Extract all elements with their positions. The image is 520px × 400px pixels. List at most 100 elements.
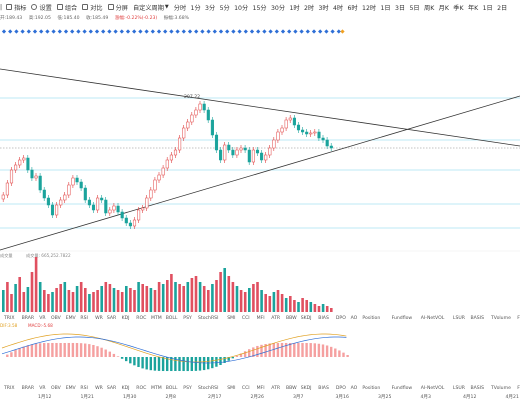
timeframe-tab[interactable]: 5日	[409, 4, 420, 12]
indicator-tab[interactable]: SKDJ	[301, 315, 312, 321]
indicator-tab[interactable]: Position	[362, 315, 380, 321]
event-marker[interactable]	[107, 29, 112, 34]
indicator-tab[interactable]: AO	[351, 315, 358, 321]
indicator-tab[interactable]: BBW	[286, 315, 297, 321]
indicator-tab[interactable]: Fundflow	[392, 315, 413, 321]
timeframe-tab[interactable]: 年K	[467, 4, 479, 12]
event-marker[interactable]	[45, 29, 50, 34]
indicator-tab[interactable]: StochRSI	[198, 315, 218, 321]
indicator-tab[interactable]: KDJ	[122, 385, 130, 391]
indicator-tab[interactable]: BIAS	[318, 315, 329, 321]
indicator-tab[interactable]: OBV	[51, 315, 62, 321]
timeframe-tab[interactable]: 1日	[482, 4, 493, 12]
event-marker[interactable]	[206, 29, 211, 34]
indicator-button[interactable]: 指标	[6, 3, 26, 12]
event-marker[interactable]	[132, 29, 137, 34]
event-marker[interactable]	[32, 29, 38, 34]
event-marker[interactable]	[318, 29, 323, 34]
event-marker[interactable]	[336, 29, 341, 34]
group-button[interactable]: 组合	[56, 3, 77, 12]
timeframe-tab[interactable]: 1分	[190, 4, 201, 12]
event-marker[interactable]	[20, 29, 25, 34]
compare-button[interactable]: 对比	[82, 3, 103, 12]
event-marker[interactable]	[125, 29, 131, 34]
indicator-tab[interactable]: ROC	[136, 385, 146, 391]
timeframe-tab[interactable]: 1日	[380, 4, 391, 12]
indicator-tab[interactable]: KDJ	[122, 315, 130, 321]
indicator-tab[interactable]: CCI	[242, 315, 250, 321]
indicator-tab[interactable]: PSY	[183, 385, 192, 391]
event-marker[interactable]	[76, 29, 81, 34]
indicator-tab[interactable]: EMV	[66, 315, 77, 321]
indicator-tab[interactable]: SKDJ	[301, 385, 312, 391]
timeframe-tab[interactable]: 3日	[394, 4, 406, 12]
event-marker[interactable]	[311, 29, 317, 34]
event-marker[interactable]	[119, 29, 124, 34]
trend-lines[interactable]	[0, 68, 520, 251]
timeframe-tab[interactable]: 季K	[453, 4, 464, 12]
indicator-tab[interactable]: BOLL	[166, 315, 178, 321]
event-marker[interactable]	[225, 29, 230, 34]
trend-line[interactable]	[0, 95, 520, 251]
event-marker[interactable]	[63, 29, 69, 34]
indicator-tab[interactable]: BOLL	[166, 385, 178, 391]
event-marker[interactable]	[163, 29, 168, 34]
indicator-tab[interactable]: FTBS	[517, 385, 520, 391]
event-marker[interactable]	[88, 29, 93, 34]
indicator-tab[interactable]: VR	[39, 315, 46, 321]
timeframe-tab[interactable]: 1时	[289, 4, 300, 12]
event-marker[interactable]	[144, 29, 149, 34]
timeframe-tab[interactable]: 30分	[270, 4, 286, 12]
event-marker[interactable]	[94, 29, 100, 34]
indicator-tab[interactable]: MFI	[257, 315, 265, 321]
timeframe-tab[interactable]: 15分	[252, 4, 267, 12]
event-marker[interactable]	[138, 29, 143, 34]
indicator-tab[interactable]: DPO	[336, 385, 346, 391]
timeframe-tab[interactable]: 2日	[497, 4, 508, 12]
indicator-tab[interactable]: BRAR	[22, 385, 35, 391]
indicator-tab[interactable]: OBV	[51, 385, 62, 391]
event-marker[interactable]	[51, 29, 56, 34]
event-marker[interactable]	[1, 29, 7, 34]
event-marker[interactable]	[82, 29, 87, 34]
event-marker[interactable]	[150, 29, 155, 34]
indicator-tab[interactable]: MTM	[151, 385, 162, 391]
indicator-tab[interactable]: Position	[362, 385, 380, 391]
event-marker[interactable]	[187, 29, 193, 34]
indicator-tab[interactable]: LSUR	[453, 385, 466, 391]
event-marker[interactable]	[194, 29, 199, 34]
event-marker[interactable]	[57, 29, 62, 34]
indicator-tab[interactable]: MTM	[151, 315, 162, 321]
timeframe-tab[interactable]: 6时	[347, 4, 358, 12]
indicator-tab[interactable]: BIAS	[318, 385, 329, 391]
indicator-tab[interactable]: VR	[39, 385, 46, 391]
indicator-tab[interactable]: MFI	[257, 385, 265, 391]
event-marker[interactable]	[101, 29, 106, 34]
split-screen-button[interactable]: 分屏	[107, 3, 128, 12]
indicator-tab[interactable]: SMI	[227, 315, 235, 321]
event-marker[interactable]	[156, 29, 162, 34]
indicator-tab[interactable]: AI-NetVOL	[421, 315, 445, 321]
settings-button[interactable]: 设置	[31, 3, 52, 12]
indicator-tab[interactable]: WR	[95, 385, 104, 391]
indicator-tab[interactable]: PSY	[183, 315, 192, 321]
indicator-tab[interactable]: CCI	[242, 385, 250, 391]
event-marker[interactable]	[175, 29, 180, 34]
timeframe-tab[interactable]: 12时	[362, 4, 377, 12]
event-marker[interactable]	[212, 29, 217, 34]
indicator-tab[interactable]: AO	[351, 385, 358, 391]
event-marker[interactable]	[113, 29, 118, 34]
timeframe-tab[interactable]: 分时	[173, 4, 187, 12]
event-marker[interactable]	[8, 29, 13, 34]
timeframe-tab[interactable]: 10分	[234, 4, 249, 12]
indicator-tab[interactable]: SAR	[107, 315, 117, 321]
indicator-tab[interactable]: BRAR	[22, 315, 35, 321]
event-marker[interactable]	[249, 29, 255, 34]
timeframe-tab[interactable]: 周K	[424, 4, 435, 12]
indicator-tab[interactable]: SMI	[227, 385, 235, 391]
event-marker[interactable]	[181, 29, 186, 34]
event-marker[interactable]	[169, 29, 174, 34]
event-marker[interactable]	[299, 29, 304, 34]
timeframe-tab[interactable]: 3分	[205, 4, 216, 12]
